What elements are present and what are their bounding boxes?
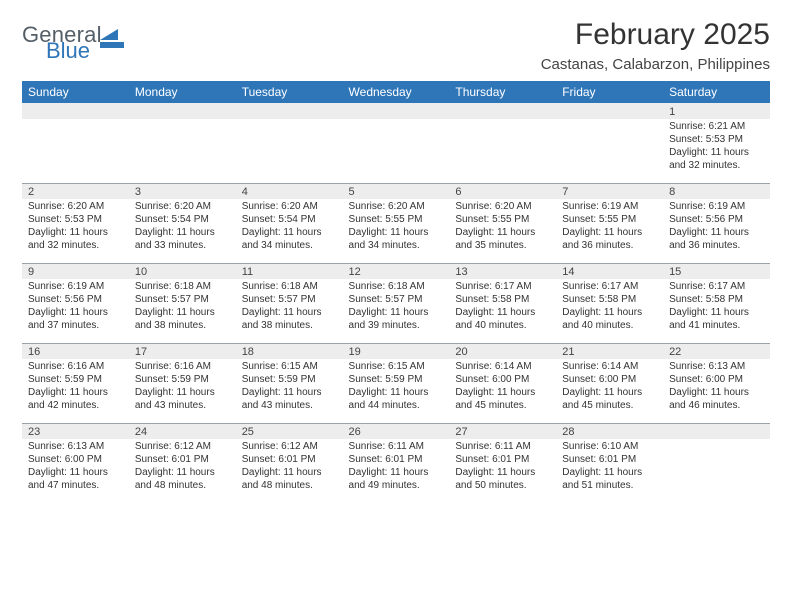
day-cell: Sunrise: 6:10 AMSunset: 6:01 PMDaylight:… bbox=[556, 439, 663, 503]
day-cell: Sunrise: 6:16 AMSunset: 5:59 PMDaylight:… bbox=[22, 359, 129, 423]
date-number bbox=[236, 103, 343, 119]
date-number: 23 bbox=[22, 423, 129, 439]
date-row: 2 3 4 5 6 7 8 bbox=[22, 183, 770, 199]
brand-text: General Blue bbox=[22, 24, 102, 62]
date-number: 7 bbox=[556, 183, 663, 199]
date-number: 28 bbox=[556, 423, 663, 439]
weekday-header: Tuesday bbox=[236, 81, 343, 103]
brand-mark-icon bbox=[100, 26, 130, 52]
weekday-header: Monday bbox=[129, 81, 236, 103]
day-cell: Sunrise: 6:13 AMSunset: 6:00 PMDaylight:… bbox=[663, 359, 770, 423]
date-number: 25 bbox=[236, 423, 343, 439]
date-row: 23 24 25 26 27 28 bbox=[22, 423, 770, 439]
day-cell: Sunrise: 6:16 AMSunset: 5:59 PMDaylight:… bbox=[129, 359, 236, 423]
weekday-header: Friday bbox=[556, 81, 663, 103]
date-number: 9 bbox=[22, 263, 129, 279]
data-row: Sunrise: 6:21 AMSunset: 5:53 PMDaylight:… bbox=[22, 119, 770, 183]
day-cell bbox=[129, 119, 236, 183]
day-cell: Sunrise: 6:18 AMSunset: 5:57 PMDaylight:… bbox=[129, 279, 236, 343]
date-number bbox=[22, 103, 129, 119]
date-number: 2 bbox=[22, 183, 129, 199]
date-number: 8 bbox=[663, 183, 770, 199]
date-number: 20 bbox=[449, 343, 556, 359]
date-number: 18 bbox=[236, 343, 343, 359]
day-cell: Sunrise: 6:12 AMSunset: 6:01 PMDaylight:… bbox=[236, 439, 343, 503]
date-number bbox=[556, 103, 663, 119]
day-cell: Sunrise: 6:20 AMSunset: 5:54 PMDaylight:… bbox=[236, 199, 343, 263]
data-row: Sunrise: 6:16 AMSunset: 5:59 PMDaylight:… bbox=[22, 359, 770, 423]
day-cell: Sunrise: 6:11 AMSunset: 6:01 PMDaylight:… bbox=[343, 439, 450, 503]
day-cell bbox=[556, 119, 663, 183]
day-cell: Sunrise: 6:18 AMSunset: 5:57 PMDaylight:… bbox=[236, 279, 343, 343]
date-number: 3 bbox=[129, 183, 236, 199]
date-number: 19 bbox=[343, 343, 450, 359]
day-cell bbox=[22, 119, 129, 183]
location-subtitle: Castanas, Calabarzon, Philippines bbox=[541, 56, 770, 73]
date-number bbox=[449, 103, 556, 119]
day-cell: Sunrise: 6:19 AMSunset: 5:56 PMDaylight:… bbox=[663, 199, 770, 263]
month-title: February 2025 bbox=[541, 18, 770, 52]
day-cell: Sunrise: 6:18 AMSunset: 5:57 PMDaylight:… bbox=[343, 279, 450, 343]
data-row: Sunrise: 6:13 AMSunset: 6:00 PMDaylight:… bbox=[22, 439, 770, 503]
date-number: 26 bbox=[343, 423, 450, 439]
day-cell: Sunrise: 6:20 AMSunset: 5:55 PMDaylight:… bbox=[343, 199, 450, 263]
header-row: General Blue February 2025 Castanas, Cal… bbox=[22, 18, 770, 73]
date-number: 27 bbox=[449, 423, 556, 439]
day-cell: Sunrise: 6:15 AMSunset: 5:59 PMDaylight:… bbox=[236, 359, 343, 423]
date-number: 13 bbox=[449, 263, 556, 279]
brand-word-2: Blue bbox=[46, 40, 102, 62]
calendar-table: Sunday Monday Tuesday Wednesday Thursday… bbox=[22, 81, 770, 503]
date-number: 21 bbox=[556, 343, 663, 359]
date-number: 22 bbox=[663, 343, 770, 359]
date-number bbox=[343, 103, 450, 119]
date-number bbox=[663, 423, 770, 439]
day-cell: Sunrise: 6:11 AMSunset: 6:01 PMDaylight:… bbox=[449, 439, 556, 503]
date-number: 1 bbox=[663, 103, 770, 119]
date-number: 5 bbox=[343, 183, 450, 199]
date-row: 9 10 11 12 13 14 15 bbox=[22, 263, 770, 279]
weekday-header: Wednesday bbox=[343, 81, 450, 103]
day-cell bbox=[663, 439, 770, 503]
day-cell: Sunrise: 6:21 AMSunset: 5:53 PMDaylight:… bbox=[663, 119, 770, 183]
data-row: Sunrise: 6:20 AMSunset: 5:53 PMDaylight:… bbox=[22, 199, 770, 263]
date-number: 12 bbox=[343, 263, 450, 279]
weekday-header: Sunday bbox=[22, 81, 129, 103]
day-cell: Sunrise: 6:20 AMSunset: 5:54 PMDaylight:… bbox=[129, 199, 236, 263]
day-cell bbox=[449, 119, 556, 183]
title-block: February 2025 Castanas, Calabarzon, Phil… bbox=[541, 18, 770, 73]
day-cell: Sunrise: 6:20 AMSunset: 5:55 PMDaylight:… bbox=[449, 199, 556, 263]
date-number: 10 bbox=[129, 263, 236, 279]
date-number: 17 bbox=[129, 343, 236, 359]
date-number: 16 bbox=[22, 343, 129, 359]
day-cell: Sunrise: 6:17 AMSunset: 5:58 PMDaylight:… bbox=[449, 279, 556, 343]
date-number bbox=[129, 103, 236, 119]
day-cell: Sunrise: 6:19 AMSunset: 5:56 PMDaylight:… bbox=[22, 279, 129, 343]
day-cell: Sunrise: 6:13 AMSunset: 6:00 PMDaylight:… bbox=[22, 439, 129, 503]
day-cell: Sunrise: 6:20 AMSunset: 5:53 PMDaylight:… bbox=[22, 199, 129, 263]
date-number: 14 bbox=[556, 263, 663, 279]
date-row: 1 bbox=[22, 103, 770, 119]
date-row: 16 17 18 19 20 21 22 bbox=[22, 343, 770, 359]
day-cell: Sunrise: 6:19 AMSunset: 5:55 PMDaylight:… bbox=[556, 199, 663, 263]
day-cell: Sunrise: 6:12 AMSunset: 6:01 PMDaylight:… bbox=[129, 439, 236, 503]
date-number: 24 bbox=[129, 423, 236, 439]
data-row: Sunrise: 6:19 AMSunset: 5:56 PMDaylight:… bbox=[22, 279, 770, 343]
day-cell: Sunrise: 6:14 AMSunset: 6:00 PMDaylight:… bbox=[449, 359, 556, 423]
brand-logo: General Blue bbox=[22, 24, 130, 62]
weekday-header: Saturday bbox=[663, 81, 770, 103]
date-number: 15 bbox=[663, 263, 770, 279]
weekday-header-row: Sunday Monday Tuesday Wednesday Thursday… bbox=[22, 81, 770, 103]
day-cell: Sunrise: 6:15 AMSunset: 5:59 PMDaylight:… bbox=[343, 359, 450, 423]
day-cell bbox=[343, 119, 450, 183]
day-cell: Sunrise: 6:17 AMSunset: 5:58 PMDaylight:… bbox=[663, 279, 770, 343]
weekday-header: Thursday bbox=[449, 81, 556, 103]
date-number: 4 bbox=[236, 183, 343, 199]
day-cell: Sunrise: 6:14 AMSunset: 6:00 PMDaylight:… bbox=[556, 359, 663, 423]
date-number: 6 bbox=[449, 183, 556, 199]
day-cell bbox=[236, 119, 343, 183]
date-number: 11 bbox=[236, 263, 343, 279]
day-cell: Sunrise: 6:17 AMSunset: 5:58 PMDaylight:… bbox=[556, 279, 663, 343]
